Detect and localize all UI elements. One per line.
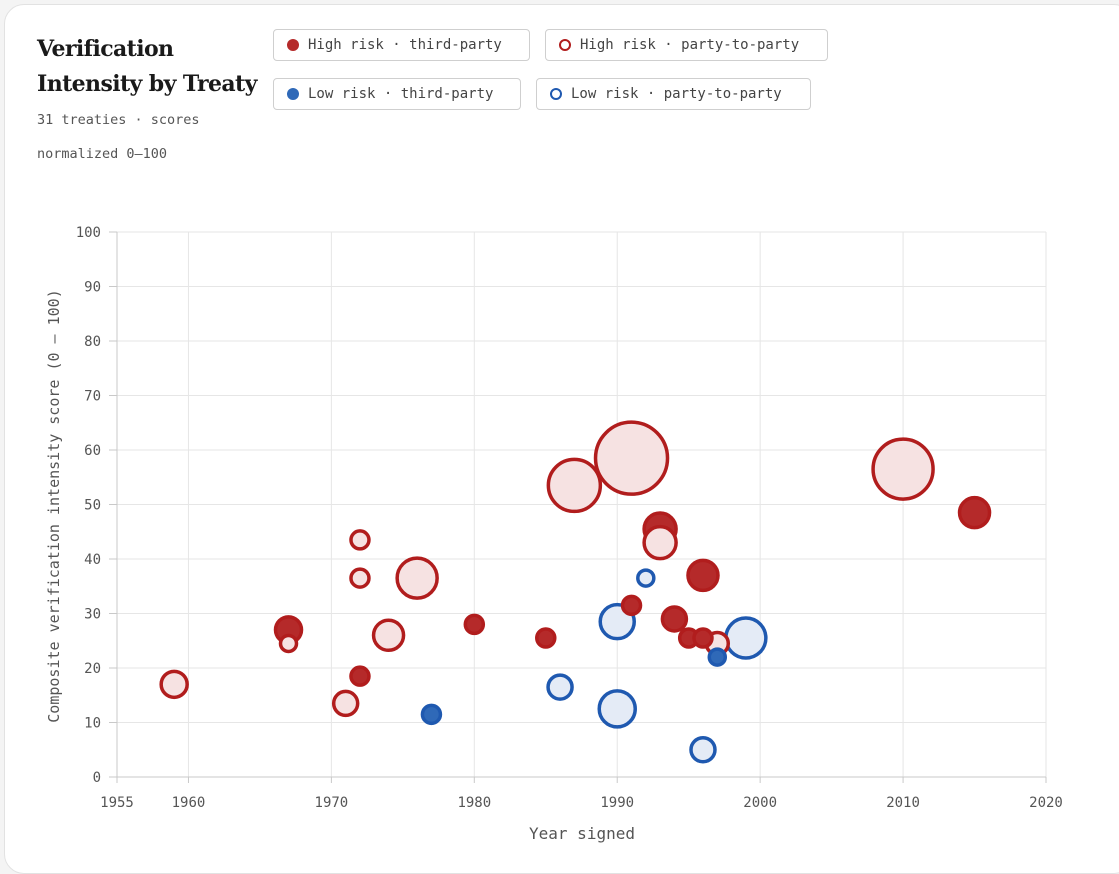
legend-label: High risk · third-party [308,37,502,53]
legend-item-high-party-to-party[interactable]: High risk · party-to-party [545,29,828,61]
legend-label: Low risk · party-to-party [571,86,782,102]
data-point-bubble [278,633,299,654]
data-point-bubble [535,627,557,649]
x-tick-label: 1990 [600,795,634,811]
hollow-circle-icon [550,88,562,100]
legend-label: High risk · party-to-party [580,37,800,53]
data-point-bubble [349,567,371,589]
y-tick-label: 70 [84,389,101,405]
x-tick-label: 2010 [886,795,920,811]
x-tick-label: 2020 [1029,795,1063,811]
chart-title: Verification Intensity by Treaty [37,36,257,97]
data-point-bubble [395,556,439,600]
data-point-bubble [636,568,656,588]
data-point-bubble [686,558,720,593]
y-axis-label: Composite verification intensity score (… [45,289,63,722]
data-point-bubble [957,495,992,530]
data-point-bubble [463,613,486,636]
filled-circle-icon [287,88,299,100]
data-point-bubble [420,703,443,726]
y-tick-label: 0 [93,770,101,786]
x-tick-label: 1960 [172,795,206,811]
data-point-bubble [692,627,714,649]
legend-label: Low risk · third-party [308,86,494,102]
y-tick-label: 100 [76,225,101,241]
y-tick-label: 30 [84,607,101,623]
x-tick-label: 1970 [315,795,349,811]
filled-circle-icon [287,39,299,51]
x-tick-label: 1980 [457,795,491,811]
data-point-bubble [546,457,603,514]
bubble-chart: 1955 1960 1970 1980 1990 2000 2010 2020 0 10 20 30 4… [45,225,1063,843]
legend-item-high-third-party[interactable]: High risk · third-party [273,29,530,61]
chart-card [4,4,1119,874]
hollow-circle-icon [559,39,571,51]
data-point-bubble [349,665,371,687]
y-tick-label: 60 [84,443,101,459]
data-point-bubble [331,689,360,718]
y-tick-label: 10 [84,716,101,732]
data-point-bubble [546,673,574,701]
data-point-bubble [871,437,935,501]
data-point-bubble [593,420,670,496]
y-tick-label: 40 [84,552,101,568]
y-tick-label: 20 [84,661,101,677]
data-point-bubble [724,616,768,660]
data-point-bubble [707,647,728,667]
data-point-bubble [689,736,717,764]
data-point-bubble [642,524,678,561]
y-tick-label: 90 [84,280,101,296]
chart-subtitle: 31 treaties · scores normalized 0–100 [37,112,200,162]
x-tick-label: 1955 [100,795,134,811]
data-point-bubble [620,594,643,617]
data-point-bubble [371,618,406,653]
data-point-bubble [597,689,637,729]
y-tick-label: 80 [84,334,101,350]
x-axis-label: Year signed [529,824,635,843]
data-point-bubble [349,529,371,551]
x-tick-label: 2000 [743,795,777,811]
legend-item-low-party-to-party[interactable]: Low risk · party-to-party [536,78,811,110]
data-point-bubble [660,605,689,633]
data-point-bubble [159,669,189,700]
legend-item-low-third-party[interactable]: Low risk · third-party [273,78,521,110]
y-tick-label: 50 [84,498,101,514]
